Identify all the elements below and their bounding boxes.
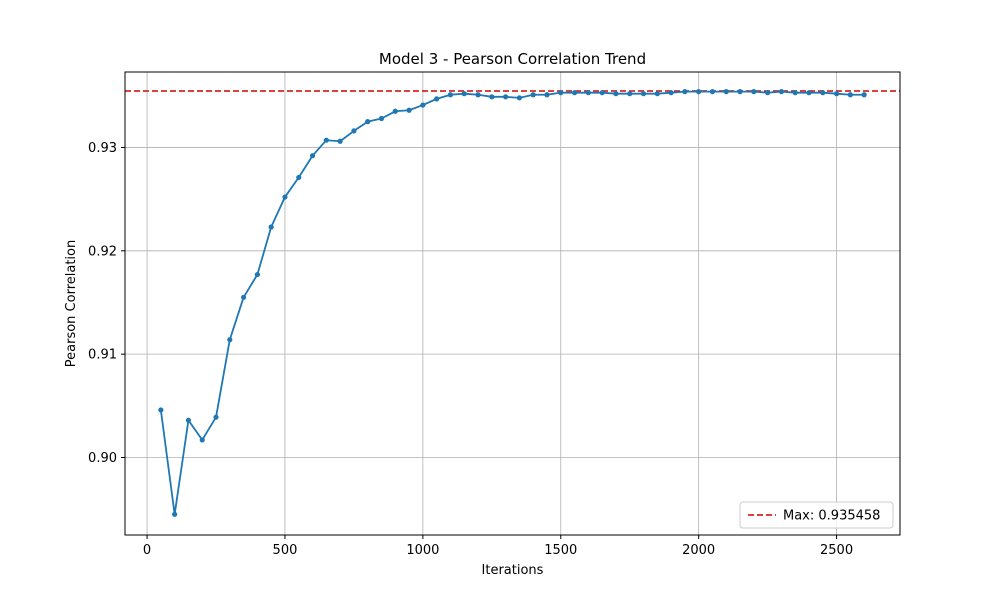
data-point	[778, 89, 785, 95]
data-point	[792, 90, 798, 96]
data-point	[668, 90, 674, 96]
data-point	[558, 90, 564, 96]
data-point	[516, 95, 522, 101]
series-line	[159, 90, 865, 516]
data-point	[268, 224, 274, 230]
data-point	[751, 89, 757, 95]
data-point	[806, 90, 812, 96]
x-tick-label: 500	[273, 543, 298, 558]
x-axis-title: Iterations	[482, 563, 544, 578]
data-point	[544, 92, 550, 98]
data-point	[282, 194, 288, 200]
data-point	[530, 92, 536, 98]
y-tick-label: 0.92	[88, 244, 117, 259]
y-tick-label: 0.90	[88, 451, 117, 466]
data-point	[365, 119, 371, 125]
x-tick-label: 1500	[544, 543, 577, 558]
data-point	[337, 138, 343, 144]
x-tick-label: 0	[143, 543, 151, 558]
data-point	[447, 92, 454, 98]
data-point	[571, 90, 578, 96]
legend-box	[739, 501, 894, 529]
x-tick-label: 1000	[406, 543, 439, 558]
data-point	[599, 90, 605, 96]
data-point	[199, 437, 205, 443]
chart-title: Model 3 - Pearson Correlation Trend	[379, 50, 646, 68]
data-point	[613, 91, 619, 97]
data-point	[503, 94, 509, 100]
data-point	[654, 91, 660, 97]
data-point	[406, 107, 412, 113]
data-point	[737, 89, 743, 95]
data-point	[847, 92, 853, 98]
data-point	[158, 407, 164, 413]
data-point	[475, 92, 481, 98]
data-point	[723, 89, 729, 95]
data-point	[820, 90, 826, 96]
x-tick-label: 2000	[682, 543, 715, 558]
data-point	[489, 94, 495, 100]
legend-label-max: Max: 0.935458	[783, 509, 880, 524]
data-point	[709, 89, 716, 95]
plot-frame	[124, 71, 901, 536]
data-point	[765, 90, 771, 96]
data-point	[240, 294, 247, 300]
data-point	[351, 128, 357, 134]
data-point	[461, 91, 467, 97]
data-point	[185, 417, 192, 423]
data-point	[420, 102, 426, 108]
data-point	[172, 511, 178, 517]
x-tick-label: 2500	[820, 543, 853, 558]
y-tick-label: 0.93	[88, 141, 117, 156]
data-point	[627, 91, 633, 97]
data-point	[378, 115, 385, 122]
data-point	[227, 337, 233, 343]
grid	[125, 72, 900, 535]
data-point	[585, 90, 591, 96]
data-point	[392, 108, 398, 114]
data-point	[309, 153, 316, 159]
data-point	[833, 91, 840, 97]
data-point	[682, 89, 688, 95]
series-layer	[158, 89, 867, 517]
y-axis-title: Pearson Correlation	[64, 240, 79, 367]
data-point	[861, 92, 867, 98]
ticks: 0 500 1000 1500 2000 2500 0.90 0.91 0.92 0.93	[88, 141, 853, 558]
y-tick-label: 0.91	[88, 348, 117, 363]
data-point	[696, 89, 702, 95]
data-point	[323, 137, 329, 143]
legend: Max: 0.935458	[739, 501, 894, 529]
data-point	[254, 271, 260, 278]
data-point	[213, 414, 219, 420]
data-point	[296, 174, 302, 181]
data-point	[434, 96, 440, 102]
data-point	[640, 91, 647, 97]
